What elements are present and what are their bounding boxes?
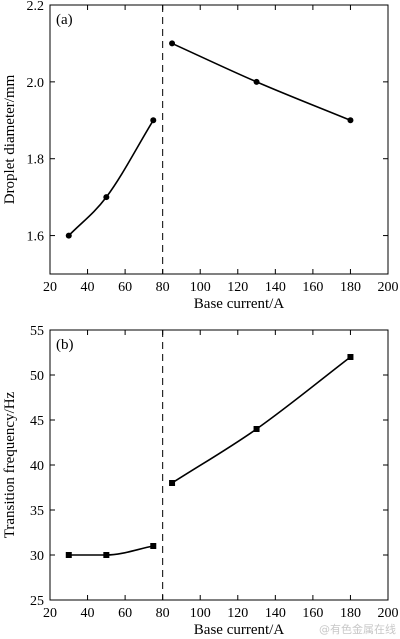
- x-tick-label: 80: [156, 280, 170, 295]
- y-tick-label: 50: [30, 369, 44, 384]
- y-axis-title: Transition frequency/Hz: [2, 391, 18, 538]
- x-tick-label: 120: [227, 280, 248, 295]
- y-tick-label: 25: [30, 594, 44, 609]
- x-tick-label: 60: [118, 606, 132, 621]
- series-line-1: [68, 545, 154, 556]
- x-tick-label: 140: [265, 606, 286, 621]
- x-tick-label: 60: [118, 280, 132, 295]
- data-point: [347, 117, 354, 124]
- chart-panel-a: 20 40 60 80 100 120 140 160 180 200 1.6 1.8 2.0 2.2 Ba…: [2, 0, 399, 312]
- y-axis-title: Droplet diameter/mm: [2, 74, 18, 204]
- data-point: [150, 543, 157, 549]
- x-tick-label: 200: [378, 280, 399, 295]
- x-tick-label: 140: [265, 280, 286, 295]
- data-point: [150, 117, 157, 124]
- plot-frame: [49, 4, 389, 275]
- x-axis-title: Base current/A: [194, 622, 285, 638]
- x-tick-label: 200: [378, 606, 399, 621]
- series-line-2: [171, 356, 351, 484]
- x-tick-label: 40: [81, 606, 95, 621]
- data-point: [103, 552, 110, 558]
- chart-panel-b: 20 40 60 80 100 120 140 160 180 200 25 30 35 40 45 50 55…: [2, 324, 399, 638]
- data-point: [65, 552, 72, 558]
- x-tick-label: 80: [156, 606, 170, 621]
- data-point: [169, 480, 176, 486]
- x-tick-label: 120: [227, 606, 248, 621]
- data-point: [65, 232, 72, 239]
- x-tick-label: 40: [81, 280, 95, 295]
- panel-label: (a): [56, 12, 73, 28]
- y-tick-label: 40: [30, 459, 44, 474]
- data-point: [253, 78, 260, 85]
- plot-frame: [49, 329, 389, 601]
- x-tick-label: 160: [302, 606, 323, 621]
- x-tick-label: 20: [43, 606, 57, 621]
- x-tick-label: 100: [190, 606, 211, 621]
- y-tick-label: 1.6: [27, 230, 45, 245]
- y-tick-label: 2.2: [27, 0, 45, 14]
- data-point: [169, 40, 176, 47]
- series-line-1: [68, 119, 154, 237]
- x-tick-label: 20: [43, 280, 57, 295]
- x-tick-label: 160: [302, 280, 323, 295]
- y-tick-label: 1.8: [27, 153, 45, 168]
- data-point: [253, 426, 260, 432]
- x-tick-label: 100: [190, 280, 211, 295]
- y-tick-label: 55: [30, 324, 44, 339]
- y-tick-label: 2.0: [27, 76, 45, 91]
- y-tick-label: 45: [30, 414, 44, 429]
- x-axis-title: Base current/A: [194, 296, 285, 312]
- series-line-2: [171, 42, 351, 122]
- y-tick-label: 30: [30, 549, 44, 564]
- y-tick-label: 35: [30, 504, 44, 519]
- x-tick-label: 180: [340, 280, 361, 295]
- watermark-text: @有色金属在线: [319, 623, 396, 636]
- data-point: [103, 194, 110, 201]
- panel-label: (b): [56, 337, 74, 353]
- data-point: [347, 354, 354, 360]
- x-tick-label: 180: [340, 606, 361, 621]
